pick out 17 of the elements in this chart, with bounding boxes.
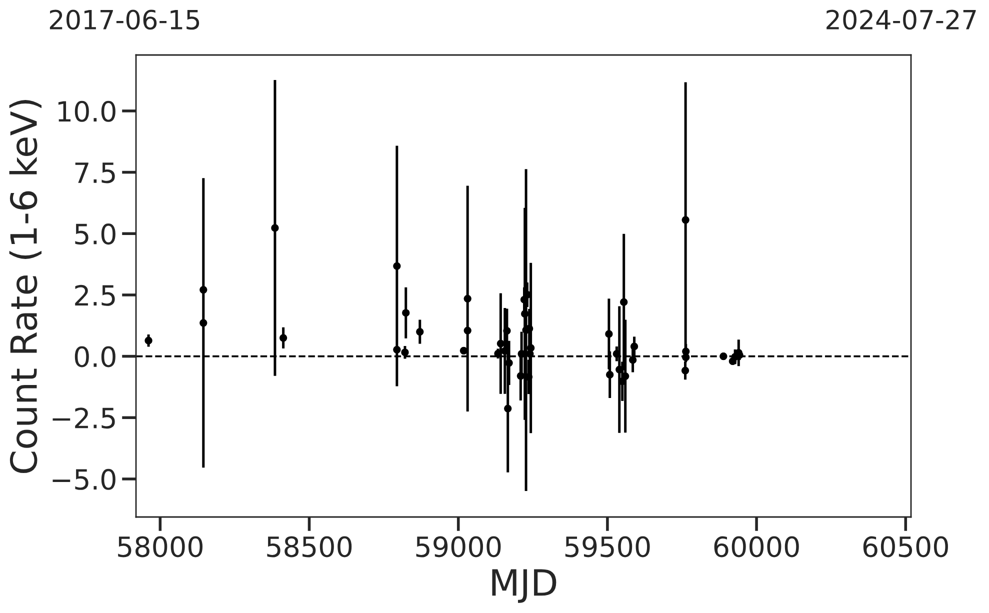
x-tick-label: 59000	[416, 536, 501, 558]
x-tick-label: 58000	[118, 536, 202, 558]
y-tick-label: 10.0	[58, 100, 116, 122]
x-tick-label: 60000	[714, 536, 799, 558]
x-axis-title: MJD	[492, 569, 556, 603]
y-axis-title: Count Rate (1-6 keV)	[9, 100, 42, 474]
text: 2017-06-15	[50, 10, 200, 30]
y-tick-label: −2.5	[52, 408, 115, 429]
y-tick-label: −5.0	[52, 468, 116, 490]
x-tick-label: 59500	[565, 536, 650, 558]
y-tick-label: 2.5	[75, 284, 115, 306]
x-tick-label: 60500	[863, 536, 948, 558]
x-tick-label: 58500	[267, 536, 352, 558]
y-tick-label: 0.0	[74, 346, 116, 368]
y-tick-label: 5.0	[75, 224, 116, 245]
text: 2024-07-27	[826, 10, 976, 30]
y-tick-label: 7.5	[75, 162, 115, 184]
